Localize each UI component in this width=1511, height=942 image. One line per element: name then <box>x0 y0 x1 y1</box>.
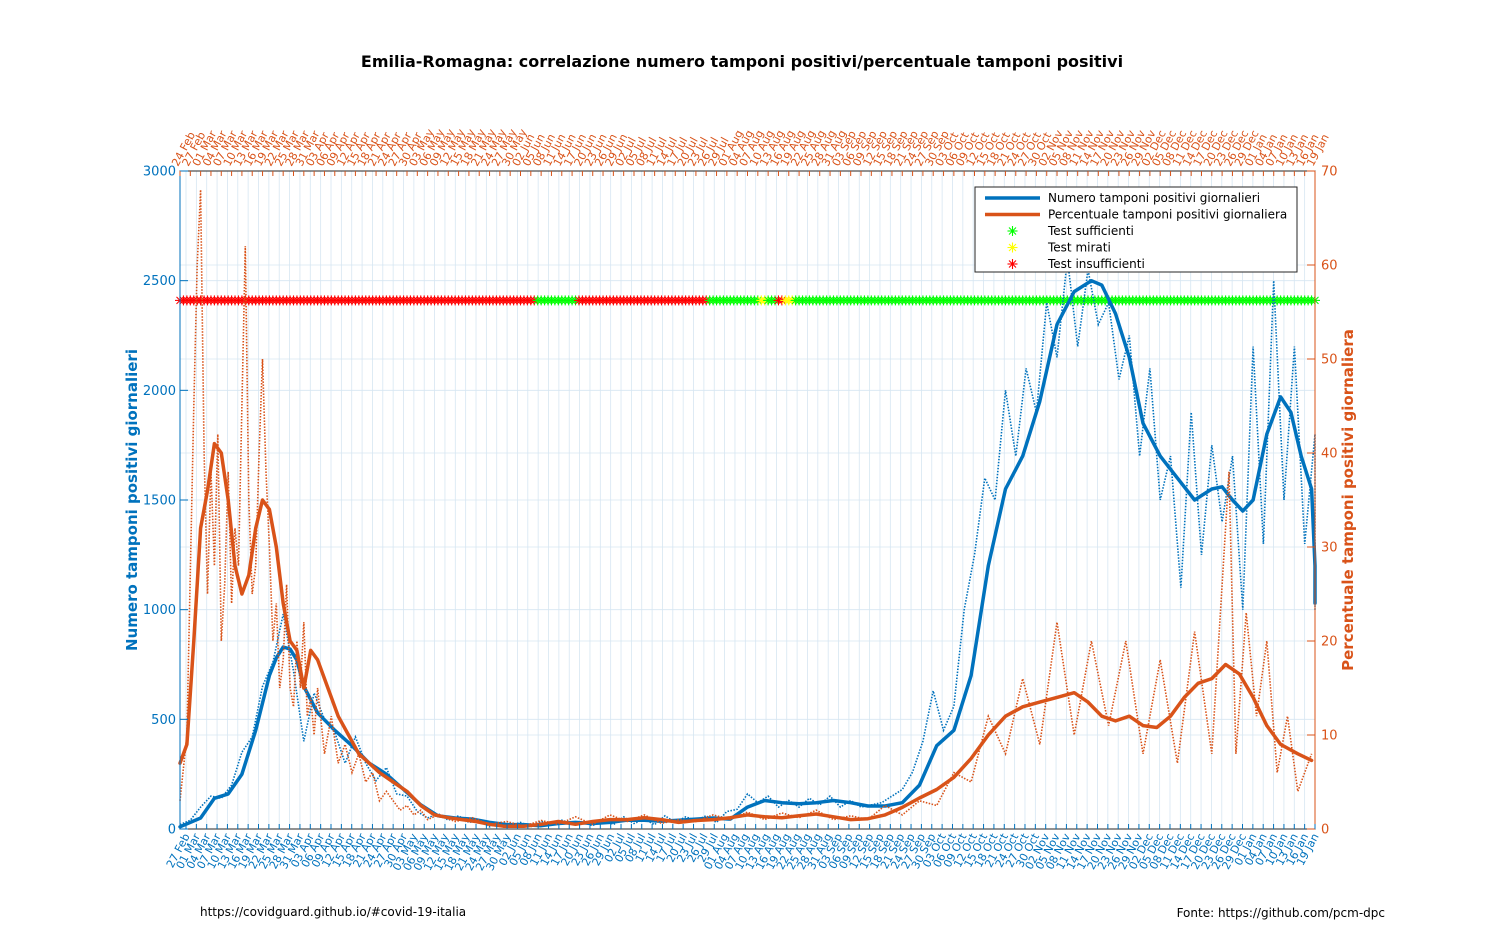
left-tick-label: 2500 <box>143 274 176 289</box>
series-layer <box>178 189 1317 829</box>
left-tick-label: 3000 <box>143 165 176 180</box>
series-2-smooth-line <box>178 441 1314 828</box>
test-status-markers <box>175 295 1320 306</box>
footer-data-source: Fonte: https://github.com/pcm-dpc <box>1177 906 1385 920</box>
legend: Numero tamponi positivi giornalieri Perce… <box>974 186 1298 273</box>
left-axis: 0 500 1000 1500 2000 2500 3000 <box>143 165 188 838</box>
chart-title: Emilia-Romagna: correlazione numero tamp… <box>361 52 1123 71</box>
footer-source-url: https://covidguard.github.io/#covid-19-i… <box>200 905 466 919</box>
y-axis-label: Numero tamponi positivi giornalieri <box>123 349 141 651</box>
right-tick-label: 10 <box>1321 729 1338 744</box>
right-tick-label: 60 <box>1321 259 1338 274</box>
right-tick-label: 70 <box>1321 165 1338 180</box>
legend-entry-label: Test sufficienti <box>1047 224 1134 238</box>
legend-entry-label: Percentuale tamponi positivi giornaliera <box>1048 208 1287 222</box>
left-tick-label: 1500 <box>143 494 176 509</box>
right-tick-label: 20 <box>1321 635 1338 650</box>
grid <box>180 170 1316 830</box>
left-tick-label: 2000 <box>143 384 176 399</box>
left-tick-label: 1000 <box>143 603 176 618</box>
legend-entry-label: Test insufficienti <box>1047 257 1145 271</box>
legend-marker-swatch <box>1007 259 1018 269</box>
legend-entry-label: Test mirati <box>1047 241 1111 255</box>
legend-marker-swatch <box>1007 242 1018 253</box>
right-tick-label: 50 <box>1321 353 1338 368</box>
legend-box <box>974 186 1298 273</box>
right-tick-label: 40 <box>1321 447 1338 462</box>
left-tick-label: 0 <box>168 823 176 838</box>
y2-axis-label: Percentuale tamponi positivi giornaliera <box>1339 329 1357 671</box>
left-tick-label: 500 <box>151 713 176 728</box>
right-tick-label: 30 <box>1321 541 1338 556</box>
series-2-raw-line <box>179 189 1313 828</box>
right-tick-label: 0 <box>1321 823 1329 838</box>
legend-marker-swatch <box>1007 226 1018 236</box>
right-axis: 0 10 20 30 40 50 60 70 <box>1307 165 1338 838</box>
legend-entry-label: Numero tamponi positivi giornalieri <box>1048 191 1260 205</box>
